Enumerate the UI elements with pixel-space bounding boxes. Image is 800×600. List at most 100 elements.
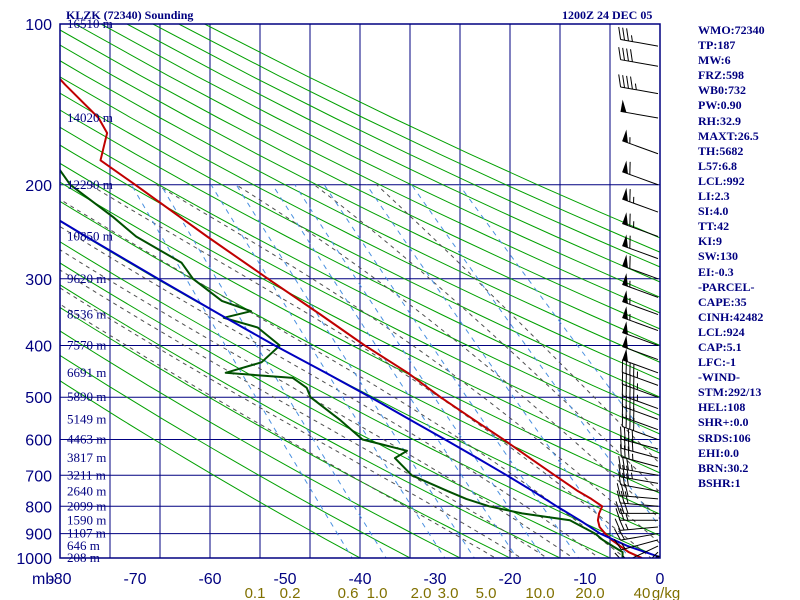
height-label: 2640 m — [67, 483, 106, 498]
mixing-ratio-label: 10.0 — [525, 585, 554, 600]
wind-full-barb — [616, 490, 621, 504]
temperature-tick-label: -60 — [198, 571, 221, 588]
wind-full-barb — [618, 528, 625, 540]
wind-barb-staff — [651, 551, 659, 558]
wind-barb-staff — [620, 495, 659, 500]
wind-barb-375 — [622, 306, 659, 332]
dry-adiabat — [60, 76, 660, 381]
dry-adiabat — [100, 24, 660, 298]
dry-adiabat — [60, 354, 412, 558]
mixing-ratio-label: 1.0 — [367, 585, 388, 600]
wind-full-barb — [623, 445, 626, 459]
pressure-label-100: 100 — [25, 17, 52, 34]
wind-full-barb — [630, 49, 633, 62]
wind-barb-staff — [620, 502, 659, 507]
pressure-label-500: 500 — [25, 390, 52, 407]
pressure-label-200: 200 — [25, 178, 52, 195]
temperature-tick-label: -30 — [423, 571, 446, 588]
wind-full-barb — [614, 518, 621, 531]
mixing-ratio-line — [411, 184, 660, 528]
wind-barb-750 — [618, 472, 659, 492]
wind-full-barb — [626, 48, 629, 62]
height-label: 6691 m — [67, 365, 106, 380]
plot-area — [60, 24, 660, 558]
wind-barb-staff — [622, 301, 659, 316]
observation-time: 1200Z 24 DEC 05 — [562, 8, 653, 22]
temperature-tick-label: -40 — [348, 571, 371, 588]
index-item: TP:187 — [698, 38, 736, 53]
wind-barb-110 — [618, 26, 659, 47]
pressure-label-800: 800 — [25, 499, 52, 516]
pressure-label-700: 700 — [25, 468, 52, 485]
index-item: TH:5682 — [698, 143, 744, 158]
wind-pennant — [620, 99, 627, 113]
dry-adiabat — [60, 181, 660, 494]
wind-barb-staff — [622, 426, 659, 441]
moist-adiabat — [156, 184, 660, 545]
height-label: 5149 m — [67, 411, 106, 426]
mixing-ratio-line — [131, 184, 353, 558]
height-label: 1107 m — [67, 526, 106, 541]
wind-full-barb — [615, 508, 621, 521]
wind-barb-staff — [622, 359, 659, 374]
wind-barb-425 — [622, 335, 659, 361]
temperature-tick-label: -20 — [498, 571, 521, 588]
wind-pennant — [622, 306, 628, 320]
wind-pennant — [622, 290, 628, 304]
wind-full-barb — [624, 491, 629, 504]
wind-full-barb — [627, 428, 630, 442]
mixing-ratio-line — [160, 184, 387, 558]
wind-barb-staff — [620, 86, 659, 95]
wind-barb-staff — [621, 539, 659, 551]
chart-title: KLZK (72340) Sounding — [66, 8, 194, 22]
wind-barb-400 — [622, 321, 659, 346]
mixing-ratio-label: 3.0 — [438, 585, 459, 600]
height-label: 8536 m — [67, 307, 106, 322]
dry-adiabat — [60, 306, 512, 558]
index-item: WB0:732 — [698, 83, 746, 98]
mixing-ratio-label: 20.0 — [575, 585, 604, 600]
pressure-label-400: 400 — [25, 339, 52, 356]
index-item: SI:4.0 — [698, 204, 729, 219]
wind-barb-staff — [622, 416, 659, 431]
wind-barb-500 — [621, 371, 659, 398]
mixing-ratio-line — [323, 184, 580, 558]
wind-barb-475 — [621, 359, 659, 386]
wind-barb-staff — [622, 383, 659, 398]
index-item: FRZ:598 — [698, 68, 744, 83]
wind-barb-staff — [622, 317, 659, 332]
wind-barb-staff — [622, 395, 659, 410]
wind-barb-staff — [621, 438, 659, 450]
index-item: EI:-0.3 — [698, 264, 734, 279]
dry-adiabat — [60, 380, 362, 558]
wind-barb-325 — [622, 273, 659, 298]
wind-half-barb — [625, 514, 629, 521]
pressure-label-600: 600 — [25, 433, 52, 450]
wind-barb-135 — [618, 74, 659, 95]
height-labels: 16510 m 14020 m 12290 m 10850 m 9620 m 8536 m… — [67, 16, 113, 565]
wind-barb-250 — [622, 212, 659, 237]
pressure-label-1000: 1000 — [16, 551, 52, 568]
wind-full-barb — [622, 472, 626, 486]
wind-full-barb — [614, 528, 622, 541]
wind-barb-225 — [622, 187, 659, 213]
height-label: 7570 m — [67, 338, 106, 353]
wind-pennant — [622, 321, 628, 335]
dry-adiabat — [126, 24, 660, 283]
wind-full-barb — [623, 436, 626, 450]
moist-adiabat — [60, 287, 523, 558]
wind-barb-staff — [631, 545, 659, 558]
wind-barb-staff — [622, 332, 659, 346]
temperature-tick-label: -50 — [273, 571, 296, 588]
wind-barb-staff — [622, 283, 659, 298]
wind-full-barb — [618, 464, 622, 477]
wind-barbs — [613, 24, 660, 558]
temperature-tick-label: 0 — [656, 571, 665, 588]
dry-adiabat — [60, 44, 660, 347]
plot-border — [59, 23, 661, 559]
index-item: SHR+:0.0 — [698, 415, 749, 430]
index-item: BSHR:1 — [698, 475, 741, 490]
wind-full-barb — [616, 483, 621, 496]
dry-adiabat — [60, 60, 660, 363]
mixing-ratio-label: 2.0 — [411, 585, 432, 600]
